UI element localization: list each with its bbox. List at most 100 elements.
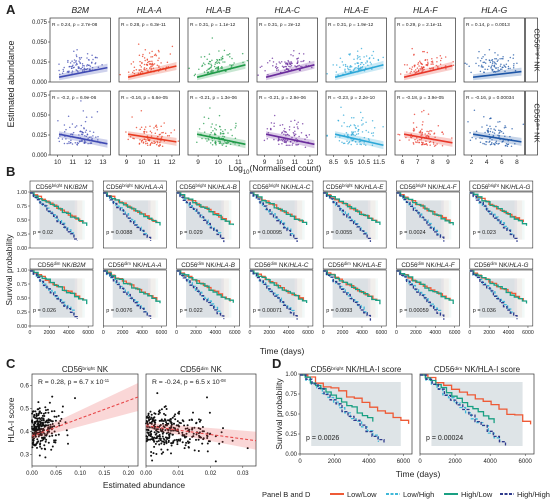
d-ci-band — [311, 382, 401, 446]
a-point — [475, 130, 478, 133]
c-stat: R = 0.28, p = 6.7 x 10-11 — [38, 378, 110, 387]
a-point — [282, 138, 285, 141]
c-point — [164, 405, 167, 408]
c-point — [150, 433, 153, 436]
a-point — [212, 70, 215, 72]
a-xtick-label: 10 — [54, 159, 62, 166]
a-point — [158, 50, 160, 53]
a-point — [500, 63, 502, 66]
a-stat: R = 0.31, p = 1.9e-12 — [328, 22, 374, 28]
a-point — [516, 62, 518, 65]
a-point — [505, 63, 508, 65]
a-point — [145, 139, 147, 141]
a-point — [219, 140, 221, 142]
a-point — [286, 133, 289, 136]
a-point — [214, 127, 216, 130]
a-point — [504, 125, 506, 127]
c-point — [41, 424, 44, 427]
c-point — [198, 431, 201, 434]
a-point — [479, 137, 481, 139]
c-point — [162, 451, 165, 454]
a-point — [294, 133, 297, 136]
a-point — [67, 71, 70, 74]
a-fit-line — [265, 133, 315, 146]
b-ci-band — [479, 200, 523, 240]
a-point — [75, 64, 77, 66]
a-point — [85, 116, 88, 118]
a-point — [144, 126, 147, 128]
a-point — [422, 66, 424, 68]
a-point — [132, 61, 135, 63]
a-point — [213, 133, 216, 136]
a-point — [97, 136, 99, 138]
c-point — [38, 454, 41, 457]
a-point — [151, 62, 154, 64]
a-point — [153, 140, 155, 143]
a-point — [484, 131, 486, 134]
c-ytick-label: 0.5 — [20, 406, 29, 413]
c-point — [178, 425, 181, 428]
c-point — [188, 419, 191, 422]
c-point — [191, 428, 194, 431]
a-point — [231, 57, 233, 60]
a-point — [226, 54, 228, 56]
a-point — [149, 67, 151, 69]
a-point — [269, 128, 272, 130]
a-point — [362, 63, 365, 66]
a-point — [499, 68, 502, 71]
a-point — [357, 56, 359, 59]
b-xtick-label: 0 — [468, 330, 471, 336]
c-point — [32, 443, 35, 446]
a-point — [159, 141, 161, 144]
c-point — [186, 427, 189, 430]
a-point — [91, 54, 93, 57]
a-point — [230, 129, 232, 131]
a-point — [491, 59, 493, 62]
b-xtick-label: 0 — [29, 330, 32, 336]
a-xtick-label: 9 — [196, 159, 200, 166]
c-point — [160, 408, 163, 411]
c-point — [41, 422, 44, 425]
a-point — [224, 61, 226, 63]
a-point — [426, 59, 429, 61]
a-point — [421, 111, 423, 113]
a-point — [90, 142, 93, 145]
a-point — [63, 131, 66, 133]
c-fit-line — [31, 396, 139, 437]
c-point — [44, 406, 47, 409]
a-point — [210, 126, 212, 128]
c-point — [51, 445, 54, 448]
a-point — [495, 63, 497, 65]
c-xtick-label: 0.00 — [140, 471, 152, 477]
a-point — [490, 67, 492, 69]
b-xtick-label: 0 — [102, 330, 105, 336]
a-point — [287, 68, 289, 71]
a-point — [499, 57, 501, 60]
a-point — [70, 133, 72, 135]
km-curve — [30, 270, 85, 301]
a-point — [481, 137, 483, 140]
a-point — [82, 64, 84, 67]
a-stat: R = 0.24, p = 2.7e-08 — [52, 22, 98, 28]
a-point — [273, 125, 275, 127]
a-point — [83, 65, 85, 67]
a-point — [224, 142, 226, 144]
b-xtick-label: 2000 — [117, 330, 129, 336]
a-point — [365, 129, 367, 132]
a-point — [194, 73, 197, 76]
legend-label: Low/Low — [347, 490, 377, 499]
a-point — [139, 60, 141, 63]
c-point — [50, 448, 53, 451]
a-point — [432, 67, 435, 69]
a-point — [363, 56, 365, 58]
a-point — [414, 141, 417, 143]
b-xtick-label: 0 — [322, 330, 325, 336]
a-point — [137, 72, 140, 75]
a-point — [297, 60, 299, 62]
a-xtick-label: 11 — [291, 159, 298, 166]
a-point — [208, 53, 211, 55]
a-point — [349, 65, 352, 67]
a-point — [296, 65, 299, 67]
c-point — [31, 412, 34, 415]
a-point — [283, 133, 285, 135]
